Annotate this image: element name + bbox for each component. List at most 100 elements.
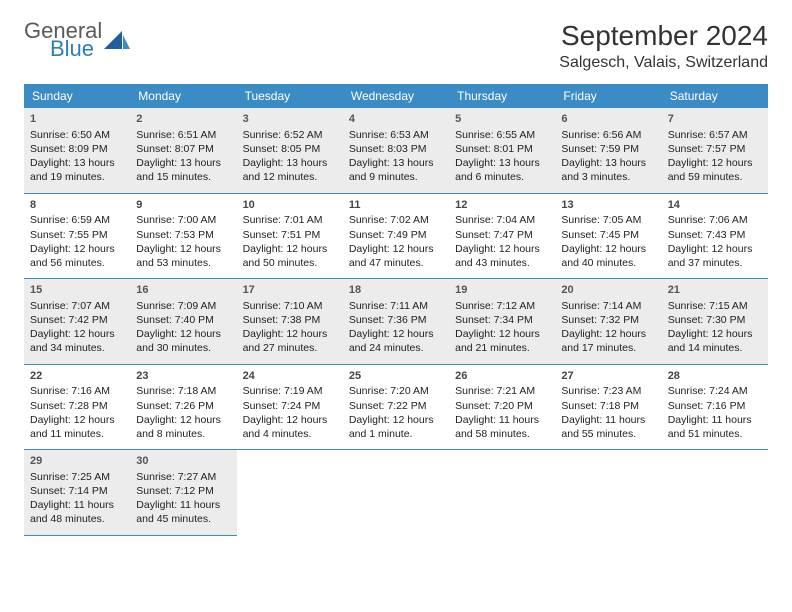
day-number: 27 [561, 369, 655, 384]
day-daylight2: and 48 minutes. [30, 512, 124, 526]
day-daylight1: Daylight: 12 hours [30, 327, 124, 341]
day-number: 22 [30, 369, 124, 384]
day-sunset: Sunset: 7:51 PM [243, 228, 337, 242]
calendar-day-cell: 3Sunrise: 6:52 AMSunset: 8:05 PMDaylight… [237, 108, 343, 193]
day-number: 4 [349, 112, 443, 127]
day-sunset: Sunset: 7:49 PM [349, 228, 443, 242]
day-daylight1: Daylight: 11 hours [668, 413, 762, 427]
day-sunset: Sunset: 8:09 PM [30, 142, 124, 156]
day-number: 17 [243, 283, 337, 298]
calendar-week-row: 8Sunrise: 6:59 AMSunset: 7:55 PMDaylight… [24, 193, 768, 279]
calendar-day-cell: 30Sunrise: 7:27 AMSunset: 7:12 PMDayligh… [130, 450, 236, 536]
day-daylight2: and 40 minutes. [561, 256, 655, 270]
day-sunrise: Sunrise: 7:11 AM [349, 299, 443, 313]
day-number: 21 [668, 283, 762, 298]
day-daylight1: Daylight: 12 hours [455, 327, 549, 341]
weekday-sunday: Sunday [24, 84, 130, 108]
day-daylight2: and 1 minute. [349, 427, 443, 441]
day-sunrise: Sunrise: 7:00 AM [136, 213, 230, 227]
calendar-empty-cell [343, 450, 449, 536]
day-sunset: Sunset: 7:57 PM [668, 142, 762, 156]
day-sunset: Sunset: 7:28 PM [30, 399, 124, 413]
day-sunset: Sunset: 7:24 PM [243, 399, 337, 413]
day-daylight2: and 43 minutes. [455, 256, 549, 270]
calendar-empty-cell [449, 450, 555, 536]
day-sunrise: Sunrise: 7:06 AM [668, 213, 762, 227]
day-number: 28 [668, 369, 762, 384]
day-sunset: Sunset: 7:26 PM [136, 399, 230, 413]
day-daylight2: and 15 minutes. [136, 170, 230, 184]
calendar-day-cell: 19Sunrise: 7:12 AMSunset: 7:34 PMDayligh… [449, 279, 555, 365]
day-daylight2: and 59 minutes. [668, 170, 762, 184]
calendar-day-cell: 1Sunrise: 6:50 AMSunset: 8:09 PMDaylight… [24, 108, 130, 193]
day-daylight1: Daylight: 13 hours [455, 156, 549, 170]
day-daylight2: and 56 minutes. [30, 256, 124, 270]
day-sunset: Sunset: 7:55 PM [30, 228, 124, 242]
day-sunrise: Sunrise: 7:21 AM [455, 384, 549, 398]
location: Salgesch, Valais, Switzerland [559, 54, 768, 72]
day-daylight2: and 21 minutes. [455, 341, 549, 355]
day-sunset: Sunset: 7:16 PM [668, 399, 762, 413]
day-number: 3 [243, 112, 337, 127]
weekday-saturday: Saturday [662, 84, 768, 108]
day-daylight2: and 34 minutes. [30, 341, 124, 355]
day-daylight2: and 12 minutes. [243, 170, 337, 184]
day-daylight1: Daylight: 13 hours [30, 156, 124, 170]
calendar-day-cell: 5Sunrise: 6:55 AMSunset: 8:01 PMDaylight… [449, 108, 555, 193]
calendar-day-cell: 28Sunrise: 7:24 AMSunset: 7:16 PMDayligh… [662, 364, 768, 450]
day-daylight2: and 11 minutes. [30, 427, 124, 441]
day-sunrise: Sunrise: 7:05 AM [561, 213, 655, 227]
logo-sail-icon [104, 31, 130, 49]
day-sunset: Sunset: 8:01 PM [455, 142, 549, 156]
day-daylight2: and 58 minutes. [455, 427, 549, 441]
day-daylight2: and 45 minutes. [136, 512, 230, 526]
day-sunrise: Sunrise: 6:56 AM [561, 128, 655, 142]
day-number: 1 [30, 112, 124, 127]
weekday-header-row: Sunday Monday Tuesday Wednesday Thursday… [24, 84, 768, 108]
day-number: 24 [243, 369, 337, 384]
day-daylight2: and 30 minutes. [136, 341, 230, 355]
day-number: 11 [349, 198, 443, 213]
day-number: 25 [349, 369, 443, 384]
day-daylight2: and 3 minutes. [561, 170, 655, 184]
day-daylight1: Daylight: 12 hours [30, 413, 124, 427]
day-sunrise: Sunrise: 7:16 AM [30, 384, 124, 398]
day-number: 7 [668, 112, 762, 127]
calendar-day-cell: 24Sunrise: 7:19 AMSunset: 7:24 PMDayligh… [237, 364, 343, 450]
calendar-day-cell: 18Sunrise: 7:11 AMSunset: 7:36 PMDayligh… [343, 279, 449, 365]
day-daylight2: and 53 minutes. [136, 256, 230, 270]
day-daylight1: Daylight: 12 hours [243, 413, 337, 427]
day-sunrise: Sunrise: 6:50 AM [30, 128, 124, 142]
weekday-tuesday: Tuesday [237, 84, 343, 108]
calendar-day-cell: 27Sunrise: 7:23 AMSunset: 7:18 PMDayligh… [555, 364, 661, 450]
calendar-day-cell: 20Sunrise: 7:14 AMSunset: 7:32 PMDayligh… [555, 279, 661, 365]
day-sunset: Sunset: 7:32 PM [561, 313, 655, 327]
day-sunset: Sunset: 7:47 PM [455, 228, 549, 242]
calendar-body: 1Sunrise: 6:50 AMSunset: 8:09 PMDaylight… [24, 108, 768, 535]
calendar-week-row: 22Sunrise: 7:16 AMSunset: 7:28 PMDayligh… [24, 364, 768, 450]
day-number: 2 [136, 112, 230, 127]
calendar-day-cell: 10Sunrise: 7:01 AMSunset: 7:51 PMDayligh… [237, 193, 343, 279]
day-daylight1: Daylight: 12 hours [30, 242, 124, 256]
header: General Blue September 2024 Salgesch, Va… [24, 20, 768, 72]
month-title: September 2024 [559, 20, 768, 52]
day-sunset: Sunset: 7:59 PM [561, 142, 655, 156]
day-sunrise: Sunrise: 7:14 AM [561, 299, 655, 313]
weekday-thursday: Thursday [449, 84, 555, 108]
day-daylight1: Daylight: 13 hours [136, 156, 230, 170]
day-sunrise: Sunrise: 6:59 AM [30, 213, 124, 227]
day-daylight2: and 50 minutes. [243, 256, 337, 270]
day-number: 8 [30, 198, 124, 213]
day-daylight2: and 9 minutes. [349, 170, 443, 184]
calendar-empty-cell [555, 450, 661, 536]
day-daylight2: and 27 minutes. [243, 341, 337, 355]
day-daylight2: and 24 minutes. [349, 341, 443, 355]
calendar-day-cell: 2Sunrise: 6:51 AMSunset: 8:07 PMDaylight… [130, 108, 236, 193]
day-daylight1: Daylight: 12 hours [349, 242, 443, 256]
day-sunset: Sunset: 8:05 PM [243, 142, 337, 156]
day-daylight2: and 14 minutes. [668, 341, 762, 355]
day-number: 23 [136, 369, 230, 384]
day-sunrise: Sunrise: 7:23 AM [561, 384, 655, 398]
day-sunset: Sunset: 7:20 PM [455, 399, 549, 413]
day-daylight1: Daylight: 12 hours [136, 413, 230, 427]
